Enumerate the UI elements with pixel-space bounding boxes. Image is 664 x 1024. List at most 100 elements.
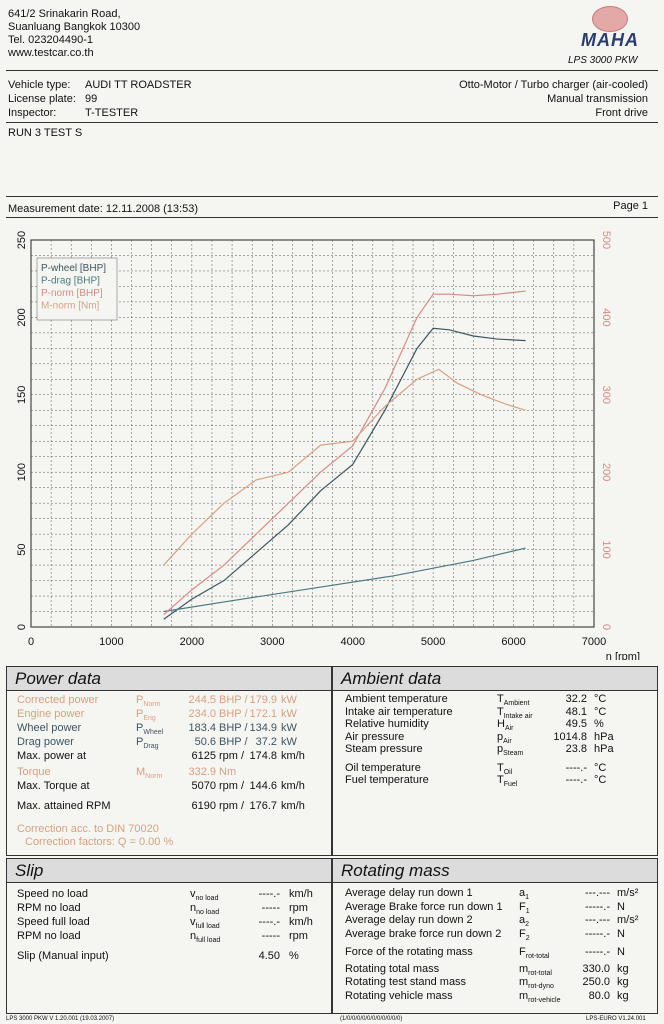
ambient-row-symbol-sub: Air xyxy=(504,725,514,733)
rotating-row-symbol-sub: 1 xyxy=(525,907,530,915)
slip-row-unit: % xyxy=(289,950,299,962)
slip-row-value: ----.- xyxy=(258,888,280,900)
slip-title: Slip xyxy=(7,859,331,883)
x-tick-label: 6000 xyxy=(501,636,525,648)
slip-row-symbol: nfull load xyxy=(190,930,221,945)
vehicle-type-value: AUDI TT ROADSTER xyxy=(85,79,192,91)
correction-factors: Correction factors: Q = 0.00 % xyxy=(25,836,174,848)
x-tick-label: 0 xyxy=(28,636,34,648)
y-left-tick-label: 150 xyxy=(16,386,28,404)
slip-row-label: Slip (Manual input) xyxy=(17,950,109,962)
ambient-row-symbol: TIntake air xyxy=(497,705,533,720)
rotating-row-value: ---.--- xyxy=(584,887,610,899)
power-row-label: Drag power xyxy=(17,736,74,748)
rotating-row-value: -----.- xyxy=(584,927,610,940)
rotating-row-label: Average delay run down 1 xyxy=(345,887,473,899)
plate-label: License plate: xyxy=(8,93,76,105)
torque-at-value1: 5070 xyxy=(191,780,216,792)
footer-right: LPS-EURO V1.24.001 xyxy=(586,1016,646,1022)
ambient-row-unit: °C xyxy=(594,705,607,718)
rotating-row-unit: kg xyxy=(617,989,629,1002)
ambient-row-symbol: TOil xyxy=(497,761,513,776)
y-left-tick-label: 100 xyxy=(16,463,28,481)
power-row-label: Wheel power xyxy=(17,722,82,734)
power-row-unit2: kW xyxy=(281,722,297,734)
rotating-row-symbol: F2 xyxy=(519,927,530,942)
max-rpm-unit2: km/h xyxy=(281,800,305,812)
y-left-tick-label: 200 xyxy=(16,308,28,326)
run-title: RUN 3 TEST S xyxy=(8,127,83,139)
power-row-symbol: PDrag xyxy=(136,736,159,751)
y-right-tick-label: 500 xyxy=(600,231,612,249)
power-row-unit2: kW xyxy=(281,736,297,748)
address-block: 641/2 Srinakarin Road, Suanluang Bangkok… xyxy=(8,8,140,60)
ambient-row-symbol-sub: Intake air xyxy=(503,712,533,720)
x-axis-unit: n [rpm] xyxy=(606,651,640,660)
page-number: Page 1 xyxy=(613,200,648,212)
power-row-value2: 179.9 xyxy=(249,694,277,706)
power-data-section: Power data xyxy=(6,666,332,856)
power-row-unit2: kW xyxy=(281,694,297,706)
x-tick-label: 3000 xyxy=(260,636,284,648)
rotating-row-symbol-sub: rot-dyno xyxy=(528,983,554,991)
power-row-label: Engine power xyxy=(17,708,85,720)
series-line-0 xyxy=(163,327,526,620)
ambient-row-unit: °C xyxy=(594,761,607,774)
rotating-row-label: Average brake force run down 2 xyxy=(345,927,502,940)
slip-row-value: 4.50 xyxy=(258,950,280,962)
power-row-unit1: BHP / xyxy=(219,708,248,720)
x-tick-label: 5000 xyxy=(421,636,445,648)
rotating-row-symbol-sub: rot-total xyxy=(525,953,550,961)
ambient-row-symbol: pSteam xyxy=(497,743,524,758)
drive: Front drive xyxy=(595,107,648,119)
torque-symbol: MNorm xyxy=(136,766,163,781)
rotating-row-value: -----.- xyxy=(584,900,610,913)
ambient-row-label: Relative humidity xyxy=(345,718,429,730)
rotating-row-unit: N xyxy=(617,927,625,940)
address-line: 641/2 Srinakarin Road, xyxy=(8,8,121,20)
legend-entry: M-norm [Nm] xyxy=(41,301,100,312)
rotating-row-value: 330.0 xyxy=(582,962,610,975)
power-row-value1: 234.0 xyxy=(188,708,216,720)
ambient-row-label: Air pressure xyxy=(345,730,405,743)
footer-left: LPS 3000 PKW V 1.20.001 (19.03.2007) xyxy=(6,1016,115,1022)
power-row-value1: 50.6 xyxy=(194,736,216,748)
ambient-row-unit: hPa xyxy=(594,743,614,755)
ambient-row-value: 1014.8 xyxy=(553,730,587,743)
divider xyxy=(6,217,658,218)
ambient-row-label: Fuel temperature xyxy=(345,774,429,786)
slip-row-value: ----- xyxy=(261,930,280,942)
power-row-value2: 172.1 xyxy=(249,708,277,720)
y-left-tick-label: 0 xyxy=(16,624,28,630)
x-tick-label: 2000 xyxy=(180,636,204,648)
rotating-row-symbol-sub: 2 xyxy=(525,921,530,929)
slip-row-value: ----.- xyxy=(258,916,280,928)
rotating-row-label: Average Brake force run down 1 xyxy=(345,900,503,913)
ambient-row-label: Ambient temperature xyxy=(345,693,448,705)
rotating-row-symbol: mrot-vehicle xyxy=(519,989,561,1004)
ambient-row-value: 49.5 xyxy=(565,718,587,730)
ambient-row-label: Intake air temperature xyxy=(345,705,453,718)
power-row-value2: 37.2 xyxy=(255,736,277,748)
rotating-row-symbol: a1 xyxy=(519,887,530,902)
address-line: www.testcar.co.th xyxy=(8,47,94,59)
footer-mid: (1/0/0/0/0/0/0/0/0/0/0/0) xyxy=(340,1016,403,1022)
power-row-symbol: PNorm xyxy=(136,694,161,709)
power-row-symbol: PEng xyxy=(136,708,156,723)
slip-section: Slip xyxy=(6,858,332,1014)
rotating-row-value: -----.- xyxy=(584,946,610,958)
legend-entry: P-norm [BHP] xyxy=(41,288,103,299)
ambient-row-value: 48.1 xyxy=(565,705,587,718)
rotating-row-label: Average delay run down 2 xyxy=(345,914,473,926)
slip-row-symbol-sub: no load xyxy=(195,895,219,903)
y-right-tick-label: 100 xyxy=(600,540,612,558)
rotating-row-label: Force of the rotating mass xyxy=(345,946,473,958)
max-rpm-value2: 176.7 xyxy=(249,800,277,812)
ambient-data-title: Ambient data xyxy=(333,667,657,691)
y-right-tick-label: 200 xyxy=(600,463,612,481)
divider xyxy=(6,196,658,197)
divider xyxy=(6,70,658,71)
power-row-symbol-sub: Eng xyxy=(143,715,156,723)
torque-at-label: Max. Torque at xyxy=(17,780,90,792)
ambient-row-value: 32.2 xyxy=(565,693,587,705)
